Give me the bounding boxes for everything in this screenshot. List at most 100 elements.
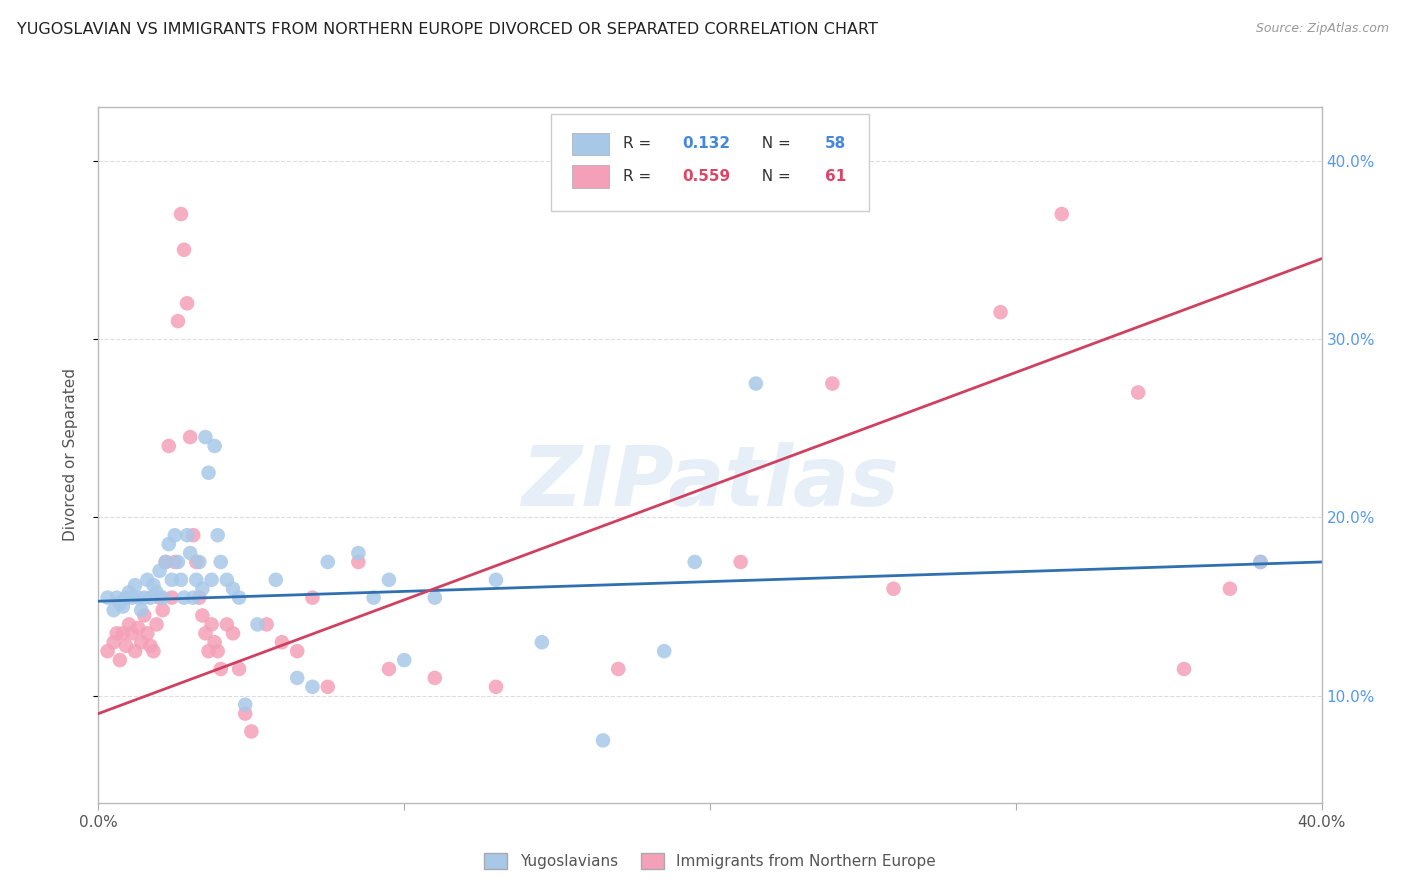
Point (163, 528, 186, 542)
Point (129, 603, 152, 617)
Point (181, 528, 204, 542)
Point (129, 635, 152, 649)
Point (607, 662, 630, 676)
Point (145, 585, 167, 599)
Point (136, 626, 159, 640)
Point (136, 573, 159, 587)
Text: Source: ZipAtlas.com: Source: ZipAtlas.com (1256, 22, 1389, 36)
Point (170, 573, 193, 587)
Point (188, 591, 211, 605)
Point (347, 555, 370, 569)
Point (108, 596, 131, 610)
Point (194, 626, 217, 640)
Point (990, 305, 1012, 319)
Text: YUGOSLAVIAN VS IMMIGRANTS FROM NORTHERN EUROPE DIVORCED OR SEPARATED CORRELATION: YUGOSLAVIAN VS IMMIGRANTS FROM NORTHERN … (17, 22, 877, 37)
Point (285, 671, 308, 685)
Point (149, 564, 172, 578)
Point (209, 555, 232, 569)
Text: 0.132: 0.132 (682, 136, 730, 152)
Point (97, 591, 120, 605)
Point (228, 662, 250, 676)
Point (160, 591, 183, 605)
Point (134, 591, 156, 605)
Point (170, 207, 193, 221)
Point (392, 653, 416, 667)
Point (115, 591, 138, 605)
Point (1249, 555, 1271, 569)
Point (301, 680, 323, 694)
Point (204, 439, 226, 453)
Point (145, 617, 167, 632)
Point (181, 591, 204, 605)
Point (173, 591, 195, 605)
Point (200, 617, 222, 632)
Point (149, 591, 172, 605)
Point (179, 546, 201, 560)
Point (176, 296, 198, 310)
Point (222, 582, 245, 596)
Point (821, 376, 844, 391)
Point (160, 573, 183, 587)
Point (730, 555, 752, 569)
Point (1249, 555, 1271, 569)
Point (256, 617, 278, 632)
Point (191, 582, 214, 596)
Point (103, 603, 125, 617)
Point (97, 644, 120, 658)
Point (118, 617, 141, 632)
Point (1219, 582, 1241, 596)
Point (191, 608, 214, 623)
Text: ZIPatlas: ZIPatlas (522, 442, 898, 524)
Point (1128, 385, 1150, 400)
Point (530, 635, 553, 649)
Text: 61: 61 (825, 169, 846, 184)
Point (745, 376, 768, 391)
Point (1050, 207, 1073, 221)
Point (347, 546, 370, 560)
Point (108, 653, 131, 667)
Point (139, 639, 162, 653)
Point (142, 578, 165, 592)
Point (152, 591, 174, 605)
Point (167, 314, 190, 328)
Point (157, 439, 180, 453)
Point (240, 724, 263, 739)
Legend: Yugoslavians, Immigrants from Northern Europe: Yugoslavians, Immigrants from Northern E… (478, 847, 942, 875)
Point (264, 573, 287, 587)
Point (118, 585, 141, 599)
Point (186, 555, 208, 569)
Point (423, 591, 446, 605)
Point (163, 555, 186, 569)
Point (155, 555, 177, 569)
Point (301, 591, 323, 605)
Point (215, 617, 238, 632)
Text: N =: N = (752, 136, 796, 152)
Point (423, 671, 446, 685)
Point (127, 591, 149, 605)
FancyBboxPatch shape (572, 133, 609, 155)
Text: 0.559: 0.559 (682, 169, 730, 184)
Point (186, 573, 208, 587)
Text: N =: N = (752, 169, 796, 184)
Point (378, 662, 401, 676)
Point (204, 635, 226, 649)
Point (111, 599, 134, 614)
Point (215, 573, 238, 587)
Point (167, 555, 190, 569)
Point (683, 555, 706, 569)
Point (173, 243, 195, 257)
Point (188, 555, 211, 569)
Point (134, 608, 156, 623)
Point (152, 603, 174, 617)
Point (127, 621, 149, 635)
Point (197, 466, 219, 480)
Point (883, 582, 905, 596)
FancyBboxPatch shape (551, 114, 869, 211)
Point (139, 591, 162, 605)
Text: R =: R = (623, 136, 657, 152)
Point (207, 644, 229, 658)
Point (115, 639, 138, 653)
Point (485, 573, 508, 587)
Point (592, 733, 614, 747)
Point (176, 528, 198, 542)
